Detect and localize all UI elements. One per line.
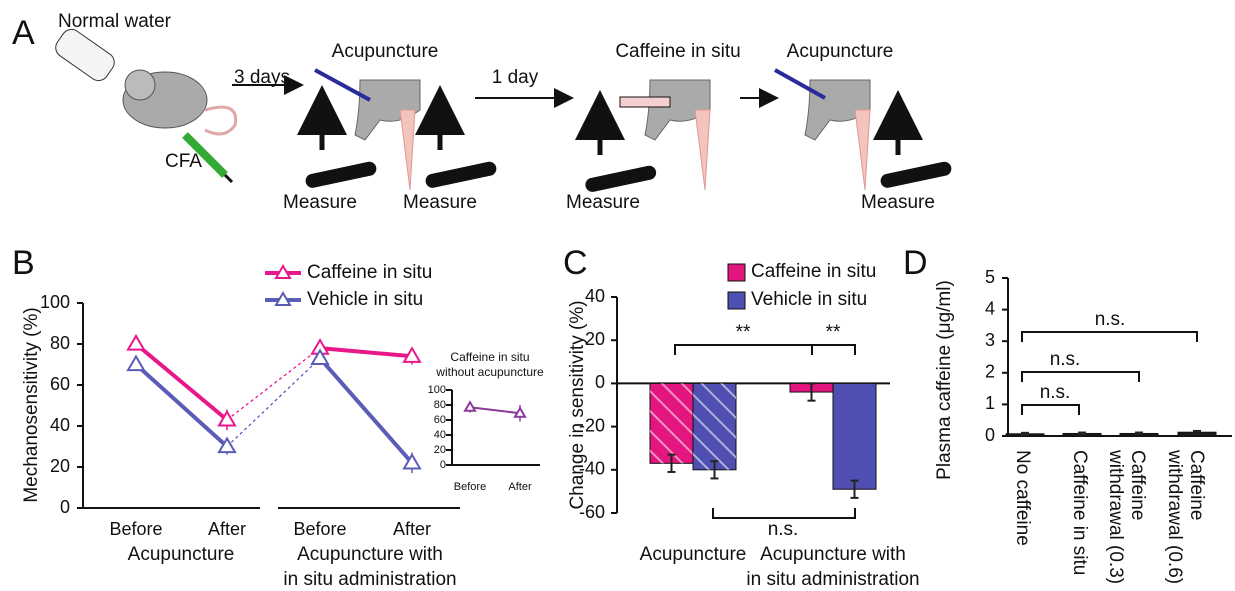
- bar: [833, 383, 876, 489]
- marker: [128, 357, 144, 371]
- y-axis-label: Change in sensitivity (%): [567, 300, 588, 509]
- significance-bracket: [1022, 372, 1139, 382]
- bar-hatch: [650, 383, 693, 463]
- legend-swatch: [728, 292, 745, 309]
- significance-bracket: [1022, 332, 1197, 342]
- diagram-label: Measure: [566, 192, 640, 213]
- connector-line: [227, 348, 320, 420]
- x-tick-label: Acupuncture: [640, 544, 747, 565]
- diagram-label: 1 day: [492, 67, 539, 88]
- x-tick-label: No caffeine: [1012, 450, 1033, 546]
- x-tick-label: withdrawal (0.3): [1105, 449, 1126, 584]
- annotation: **: [826, 322, 841, 343]
- y-tick-label: 20: [434, 444, 446, 456]
- diagram-label: Normal water: [58, 11, 172, 32]
- panel-label: B: [12, 244, 35, 282]
- x-tick-label: Before: [293, 519, 346, 539]
- panel-label: A: [12, 14, 35, 52]
- x-tick-label: Caffeine: [1127, 450, 1148, 520]
- y-tick-label: 1: [985, 393, 995, 413]
- y-tick-label: 60: [434, 414, 446, 426]
- legend-label: Caffeine in situ: [307, 262, 432, 283]
- y-tick-label: 5: [985, 267, 995, 287]
- diagram-label: Acupuncture: [787, 41, 894, 62]
- x-tick-label: Caffeine: [1186, 450, 1207, 520]
- x-tick-label: Before: [109, 519, 162, 539]
- connector-line: [227, 358, 320, 446]
- legend-label: Vehicle in situ: [307, 289, 423, 310]
- marker: [515, 408, 525, 417]
- x-tick-label: Before: [454, 481, 486, 493]
- y-tick-label: 40: [50, 415, 70, 435]
- marker: [465, 402, 475, 411]
- marker: [128, 336, 144, 350]
- y-tick-label: 20: [50, 456, 70, 476]
- y-axis-label: Mechanosensitivity (%): [21, 307, 42, 502]
- series-line: [320, 348, 412, 356]
- y-tick-label: 80: [50, 333, 70, 353]
- annotation: **: [736, 322, 751, 343]
- y-tick-label: 100: [40, 292, 70, 312]
- panel-label: D: [903, 244, 928, 282]
- inset-title: Caffeine in situ: [450, 350, 529, 364]
- y-tick-label: 80: [434, 399, 446, 411]
- diagram-label: Measure: [403, 192, 477, 213]
- panel-label: C: [563, 244, 588, 282]
- x-tick-label: After: [508, 481, 532, 493]
- y-tick-label: 2: [985, 362, 995, 382]
- diagram-label: 3 days: [234, 67, 290, 88]
- significance-bracket: [675, 345, 812, 355]
- x-tick-label: in situ administration: [746, 569, 919, 590]
- group-label: Acupuncture with: [297, 544, 443, 565]
- series-line: [470, 407, 520, 413]
- significance-bracket: [713, 508, 855, 518]
- inset-subtitle: without acupuncture: [435, 365, 544, 379]
- diagram-label: Measure: [283, 192, 357, 213]
- group-label: Acupuncture: [128, 544, 235, 565]
- annotation: n.s.: [1050, 349, 1081, 370]
- x-tick-label: Acupuncture with: [760, 544, 906, 565]
- figure: A B C D Normal water CFA 3 days Acupuncture Meas…: [0, 0, 1235, 591]
- series-line: [320, 358, 412, 463]
- significance-bracket: [812, 345, 855, 355]
- group-label: in situ administration: [283, 569, 456, 590]
- legend-swatch: [728, 264, 745, 281]
- x-tick-label: After: [393, 519, 431, 539]
- legend-label: Caffeine in situ: [751, 261, 876, 282]
- annotation: n.s.: [1040, 382, 1071, 403]
- diagram-label: Measure: [861, 192, 935, 213]
- y-tick-label: 40: [434, 429, 446, 441]
- y-tick-label: 0: [60, 497, 70, 517]
- annotation: n.s.: [1095, 309, 1126, 330]
- diagram-label: CFA: [165, 151, 202, 172]
- y-axis-label: Plasma caffeine (μg/ml): [934, 280, 955, 480]
- legend-label: Vehicle in situ: [751, 289, 867, 310]
- diagram-label: Caffeine in situ: [615, 41, 740, 62]
- bar-hatch: [693, 383, 736, 469]
- significance-bracket: [1022, 405, 1079, 415]
- x-tick-label: withdrawal (0.6): [1164, 449, 1185, 584]
- x-tick-label: Caffeine in situ: [1069, 450, 1090, 575]
- x-tick-label: After: [208, 519, 246, 539]
- annotation: n.s.: [768, 519, 799, 540]
- series-line: [136, 365, 227, 447]
- y-tick-label: 3: [985, 330, 995, 350]
- y-tick-label: 60: [50, 374, 70, 394]
- diagram-label: Acupuncture: [332, 41, 439, 62]
- y-tick-label: 0: [440, 459, 446, 471]
- series-line: [136, 344, 227, 420]
- y-tick-label: 0: [595, 372, 605, 392]
- y-tick-label: 100: [428, 384, 446, 396]
- y-tick-label: 0: [985, 425, 995, 445]
- y-tick-label: 4: [985, 298, 995, 318]
